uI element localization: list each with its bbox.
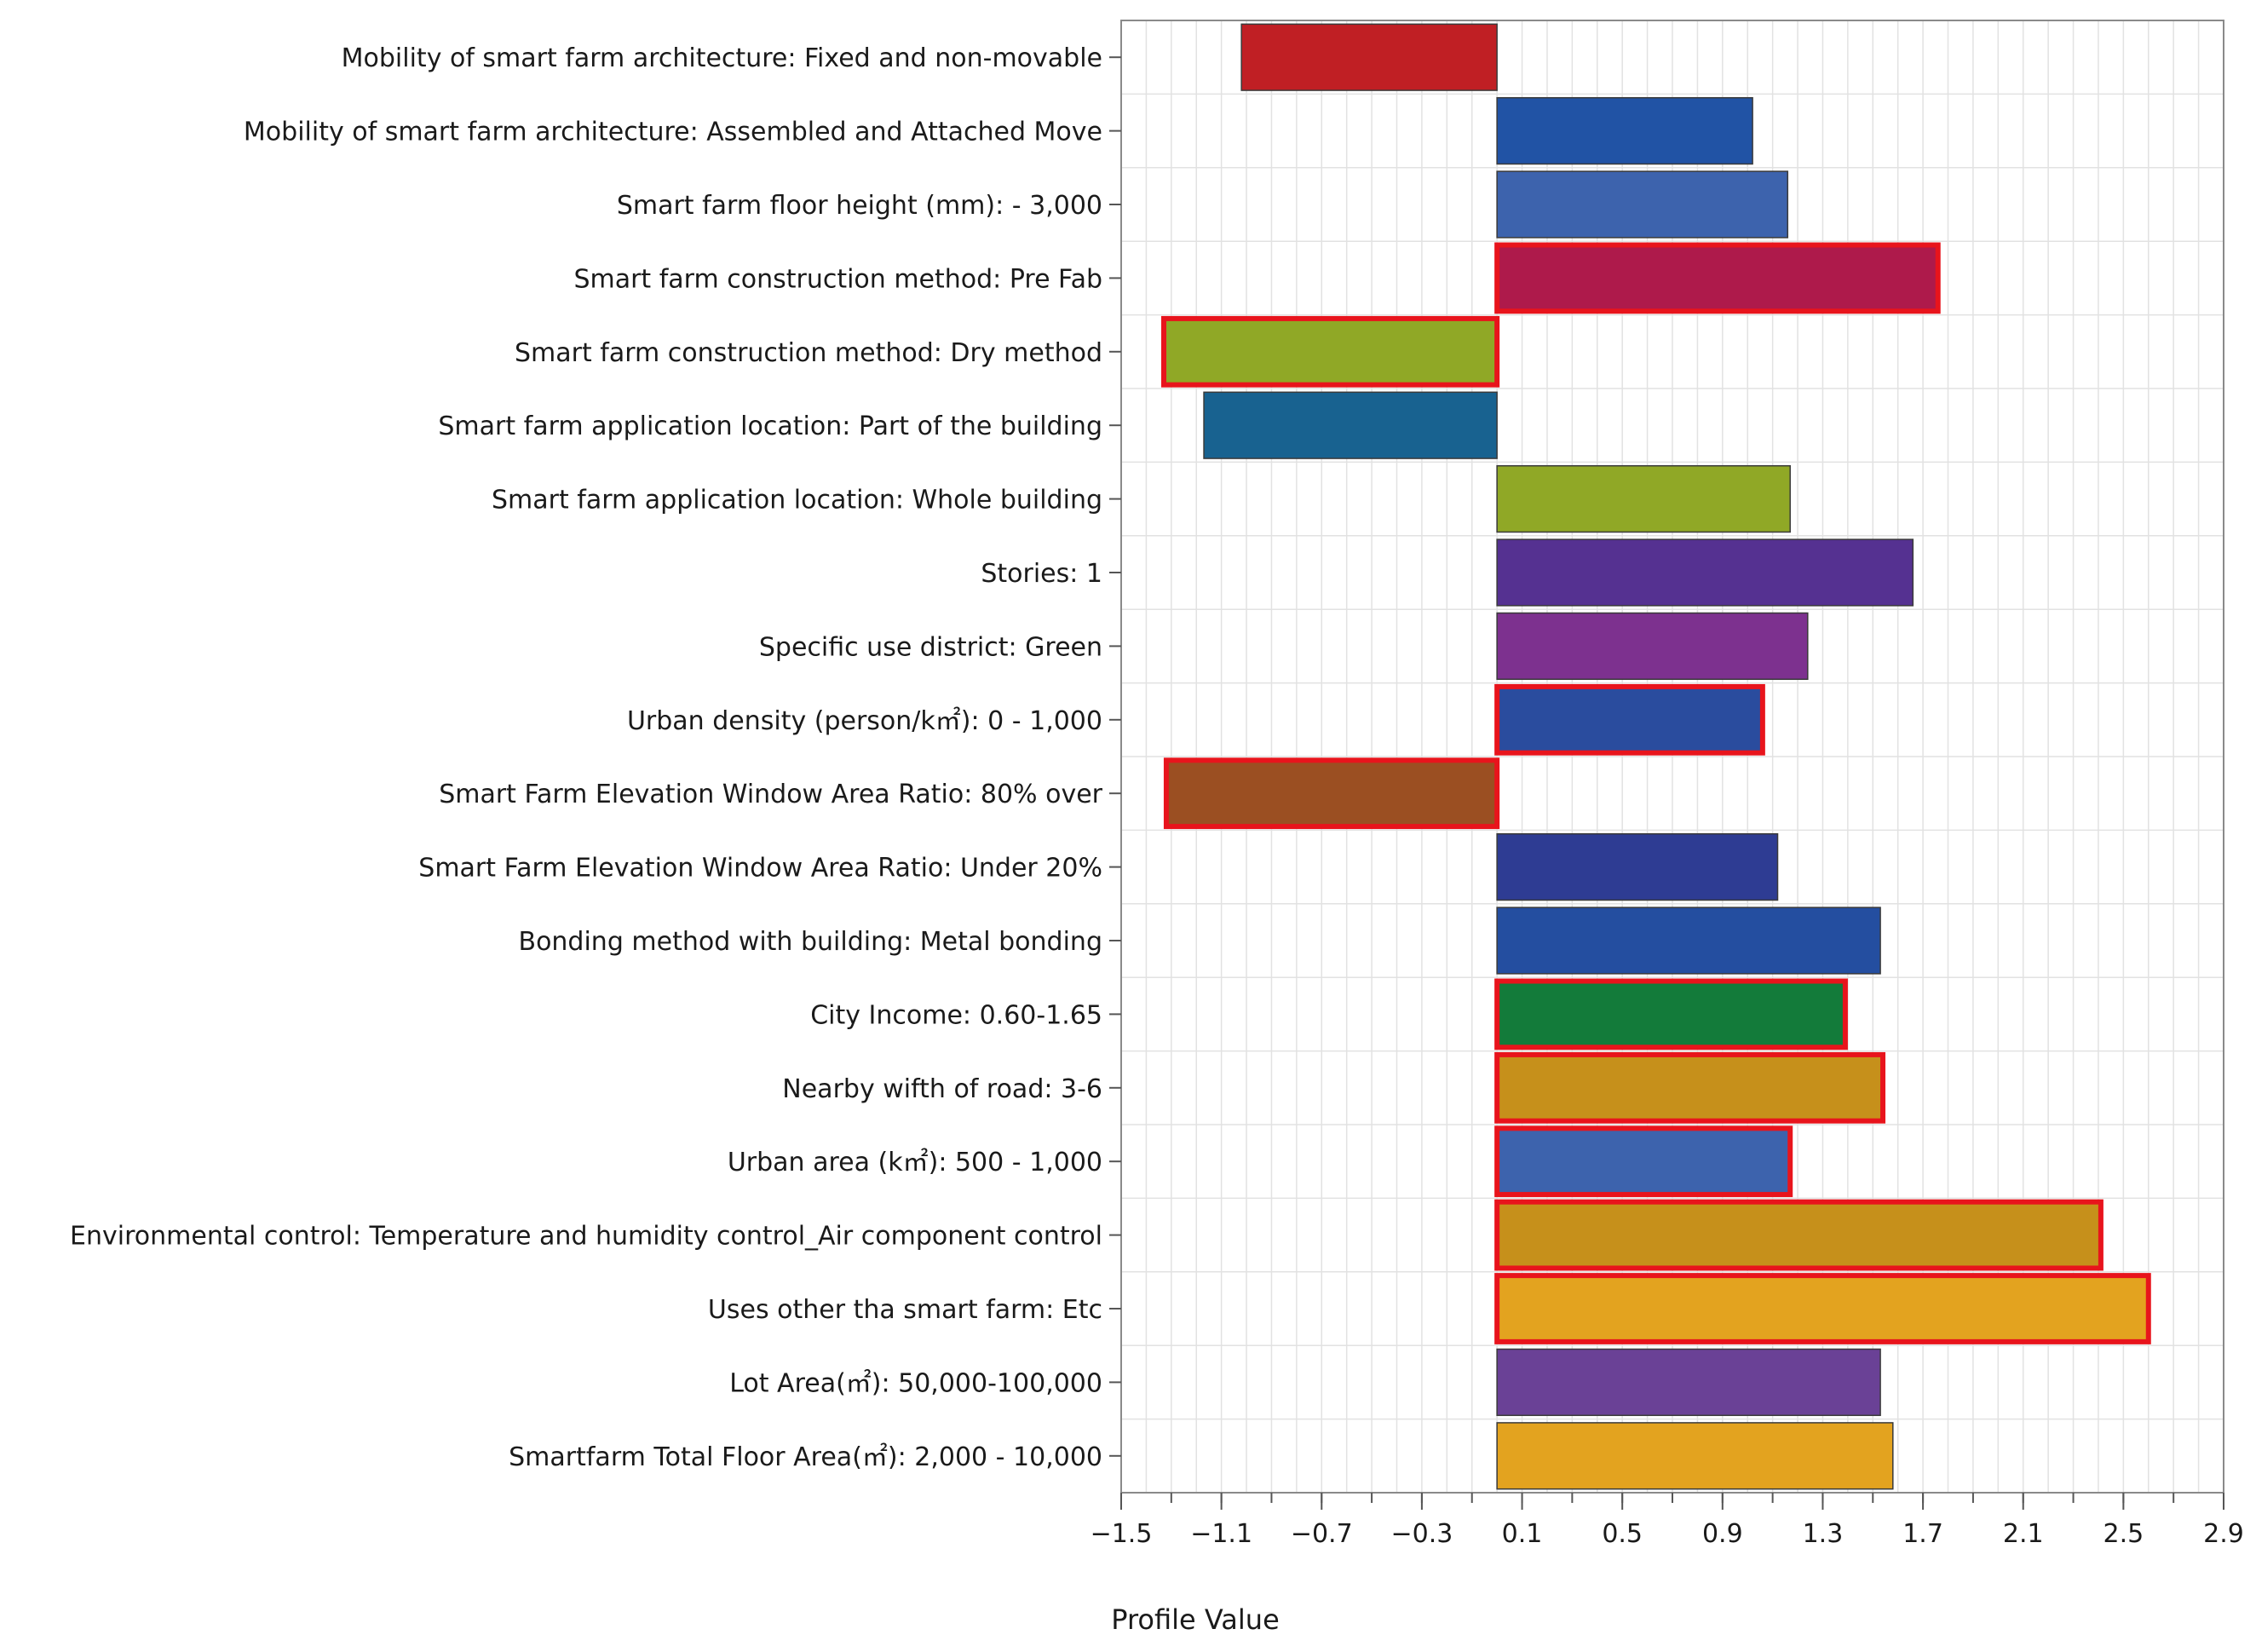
bar bbox=[1494, 978, 1848, 1050]
bar bbox=[1496, 907, 1881, 975]
bar bbox=[1163, 757, 1500, 830]
bar bbox=[1203, 391, 1498, 459]
bar bbox=[1496, 1348, 1881, 1417]
x-tick-label: −0.3 bbox=[1390, 1519, 1453, 1549]
x-tick-label: −0.7 bbox=[1291, 1519, 1353, 1549]
bar bbox=[1494, 1199, 2103, 1271]
category-label: Smartfarm Total Floor Area(㎡): 2,000 - 1… bbox=[509, 1442, 1102, 1472]
x-tick-label: −1.1 bbox=[1190, 1519, 1252, 1549]
category-label: Mobility of smart farm architecture: Ass… bbox=[244, 118, 1102, 147]
bar bbox=[1496, 96, 1753, 165]
category-label: Smart farm application location: Whole b… bbox=[492, 486, 1102, 515]
category-label: Urban area (k㎡): 500 - 1,000 bbox=[728, 1148, 1102, 1177]
category-label: Smart Farm Elevation Window Area Ratio: … bbox=[439, 780, 1102, 809]
category-label: Stories: 1 bbox=[981, 559, 1102, 589]
category-axis: Mobility of smart farm architecture: Fix… bbox=[70, 43, 1121, 1472]
category-label: Uses other tha smart farm: Etc bbox=[708, 1295, 1102, 1325]
category-label: Nearby wifth of road: 3-6 bbox=[782, 1074, 1102, 1104]
x-tick-label: 0.9 bbox=[1702, 1519, 1743, 1549]
x-tick-label: 0.5 bbox=[1602, 1519, 1643, 1549]
x-tick-label: −1.5 bbox=[1091, 1519, 1153, 1549]
bar bbox=[1494, 242, 1941, 314]
category-label: Urban density (person/k㎡): 0 - 1,000 bbox=[627, 706, 1102, 736]
x-axis-title: Profile Value bbox=[1111, 1603, 1280, 1636]
bar bbox=[1494, 683, 1765, 756]
x-tick-label: 1.7 bbox=[1902, 1519, 1943, 1549]
bar bbox=[1496, 538, 1914, 607]
grid-lines bbox=[1120, 20, 2224, 1494]
x-tick-label: 2.5 bbox=[2103, 1519, 2144, 1549]
category-label: Smart farm floor height (mm): - 3,000 bbox=[617, 191, 1102, 221]
bar bbox=[1494, 1273, 2151, 1344]
category-label: Bonding method with building: Metal bond… bbox=[518, 927, 1102, 957]
category-label: City Income: 0.60-1.65 bbox=[810, 1000, 1102, 1030]
bar bbox=[1496, 1422, 1894, 1490]
category-label: Smart farm construction method: Dry meth… bbox=[515, 338, 1102, 368]
x-tick-label: 2.9 bbox=[2203, 1519, 2244, 1549]
category-label: Smart farm application location: Part of… bbox=[438, 412, 1102, 441]
bar bbox=[1496, 170, 1789, 239]
x-tick-label: 0.1 bbox=[1502, 1519, 1543, 1549]
category-label: Lot Area(㎡): 50,000-100,000 bbox=[729, 1368, 1102, 1398]
bar bbox=[1160, 315, 1500, 388]
bar bbox=[1496, 832, 1779, 901]
bar bbox=[1494, 1051, 1886, 1124]
bar bbox=[1496, 612, 1809, 681]
bar bbox=[1494, 1125, 1793, 1198]
bar bbox=[1240, 23, 1498, 91]
category-label: Specific use district: Green bbox=[759, 632, 1102, 662]
x-tick-label: 1.3 bbox=[1803, 1519, 1844, 1549]
bars bbox=[1160, 23, 2151, 1490]
category-label: Environmental control: Temperature and h… bbox=[70, 1222, 1102, 1252]
category-label: Smart Farm Elevation Window Area Ratio: … bbox=[418, 854, 1102, 884]
bar bbox=[1496, 464, 1791, 533]
category-label: Smart farm construction method: Pre Fab bbox=[573, 264, 1102, 294]
value-axis: −1.5 −1.1 −0.7 −0.3 0.1 0.5 0.9 1.3 1.7 2.1 2.5 2.9 bbox=[1091, 1493, 2244, 1549]
x-tick-label: 2.1 bbox=[2003, 1519, 2044, 1549]
category-label: Mobility of smart farm architecture: Fix… bbox=[342, 43, 1102, 73]
